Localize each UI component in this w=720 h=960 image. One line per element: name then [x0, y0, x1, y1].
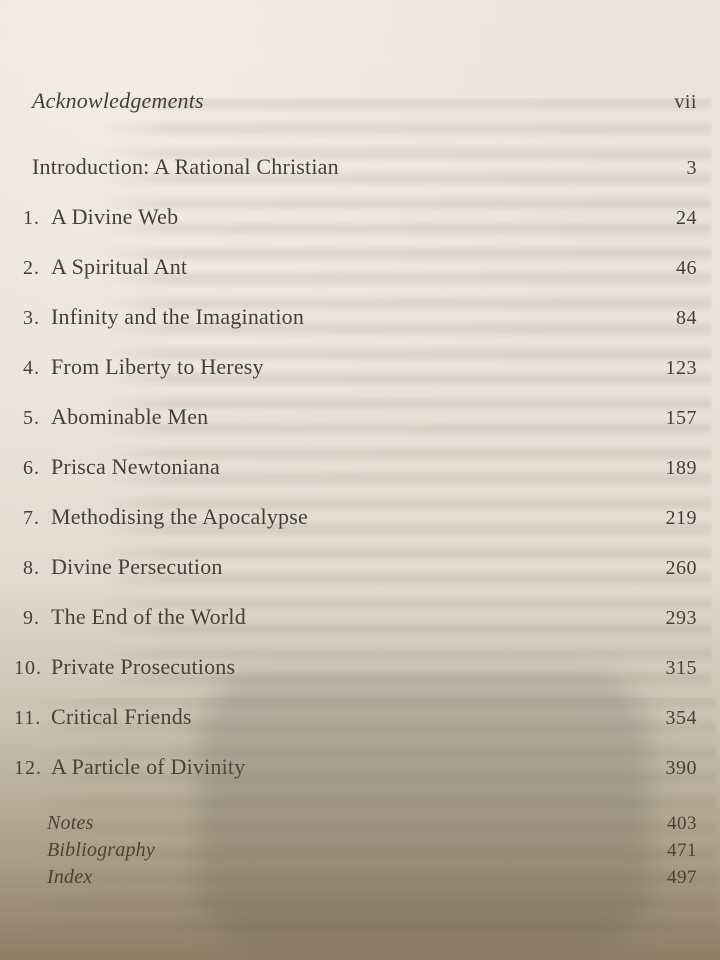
toc-entry-chapter-10: 10. Private Prosecutions 315: [14, 652, 697, 683]
toc-entry-bibliography: Bibliography 471: [14, 837, 697, 864]
page-number: 157: [665, 407, 697, 429]
toc-entry-chapter-6: 6. Prisca Newtoniana 189: [14, 452, 697, 483]
page-number: 3: [686, 157, 697, 179]
toc-entry-index: Index 497: [14, 864, 697, 891]
toc-entry-chapter-4: 4. From Liberty to Heresy 123: [14, 352, 697, 383]
toc-entry-chapter-12: 12. A Particle of Divinity 390: [14, 752, 697, 783]
page-number: 471: [667, 840, 697, 861]
toc-entry-chapter-5: 5. Abominable Men 157: [14, 402, 697, 433]
page-number: 497: [667, 867, 697, 888]
chapter-number: 2.: [23, 257, 40, 279]
toc-entry-chapter-2: 2. A Spiritual Ant 46: [14, 252, 697, 283]
page-number: 24: [676, 207, 697, 229]
chapter-number: 8.: [23, 557, 40, 579]
page-number: 403: [667, 813, 697, 834]
chapter-number: 10.: [14, 657, 42, 679]
toc-entry-acknowledgements: Acknowledgements vii: [14, 86, 697, 117]
toc-entry-chapter-7: 7. Methodising the Apocalypse 219: [14, 502, 697, 533]
chapter-title: From Liberty to Heresy: [51, 354, 264, 379]
chapter-number: 11.: [14, 707, 42, 729]
page-number: 293: [665, 607, 697, 629]
chapter-number: 7.: [23, 507, 40, 529]
chapter-title: Prisca Newtoniana: [51, 454, 220, 479]
page-number: vii: [674, 91, 697, 113]
chapter-number: 9.: [23, 607, 40, 629]
page-number: 315: [665, 657, 697, 679]
chapter-title: Abominable Men: [51, 404, 209, 429]
table-of-contents: Acknowledgements vii Introduction: A Rat…: [14, 86, 697, 891]
chapter-title: Infinity and the Imagination: [51, 304, 305, 329]
toc-entry-chapter-1: 1. A Divine Web 24: [14, 202, 697, 233]
chapter-number: 4.: [23, 357, 40, 379]
page-number: 84: [676, 307, 697, 329]
chapter-title: A Spiritual Ant: [51, 254, 188, 279]
chapter-number: 12.: [14, 757, 42, 779]
page-number: 260: [665, 557, 697, 579]
page-number: 123: [665, 357, 697, 379]
toc-entry-chapter-9: 9. The End of the World 293: [14, 602, 697, 633]
toc-entry-chapter-11: 11. Critical Friends 354: [14, 702, 697, 733]
chapter-number: 6.: [23, 457, 40, 479]
page-number: 189: [665, 457, 697, 479]
chapter-title: A Divine Web: [51, 204, 179, 229]
toc-entry-chapter-8: 8. Divine Persecution 260: [14, 552, 697, 583]
page-number: 354: [665, 707, 697, 729]
chapter-number: 1.: [23, 207, 40, 229]
entry-label: Introduction: A Rational Christian: [32, 154, 339, 179]
page-number: 46: [676, 257, 697, 279]
chapter-title: Methodising the Apocalypse: [51, 504, 308, 529]
chapter-number: 3.: [23, 307, 40, 329]
chapter-title: The End of the World: [51, 604, 246, 629]
toc-entry-chapter-3: 3. Infinity and the Imagination 84: [14, 302, 697, 333]
entry-label: Notes: [47, 812, 94, 834]
toc-entry-notes: Notes 403: [14, 810, 697, 837]
chapter-number: 5.: [23, 407, 40, 429]
entry-label: Index: [47, 866, 93, 888]
chapter-title: A Particle of Divinity: [51, 754, 246, 779]
toc-entry-introduction: Introduction: A Rational Christian 3: [14, 152, 697, 183]
chapter-title: Private Prosecutions: [51, 654, 236, 679]
chapter-title: Divine Persecution: [51, 554, 223, 579]
entry-label: Acknowledgements: [32, 88, 204, 113]
page-number: 219: [665, 507, 697, 529]
chapter-title: Critical Friends: [51, 704, 192, 729]
entry-label: Bibliography: [47, 839, 155, 861]
page-number: 390: [665, 757, 697, 779]
